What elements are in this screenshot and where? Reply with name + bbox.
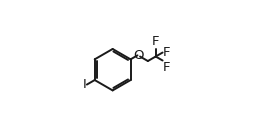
Text: F: F [152,35,160,48]
Text: I: I [83,78,86,91]
Text: O: O [133,49,143,62]
Text: F: F [163,61,171,74]
Text: F: F [163,46,171,59]
